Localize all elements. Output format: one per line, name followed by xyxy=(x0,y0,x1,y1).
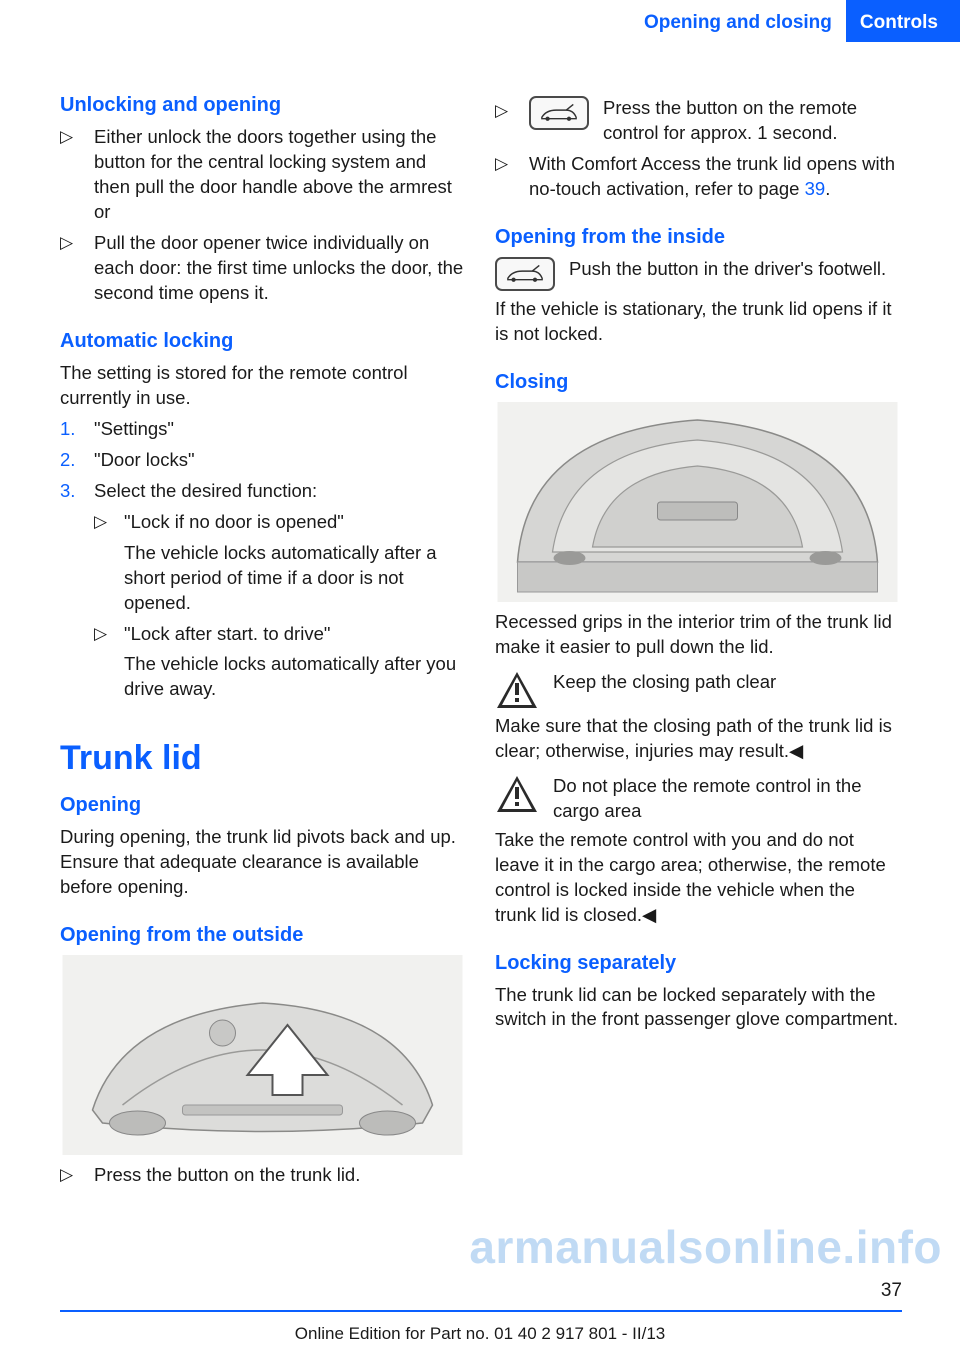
substeps: "Lock if no door is opened" The vehicle … xyxy=(94,510,465,703)
paragraph: During opening, the trunk lid pivots bac… xyxy=(60,825,465,900)
sub-desc: The vehicle locks automatically after yo… xyxy=(124,652,465,702)
left-column: Unlocking and opening Either unlock the … xyxy=(60,92,465,1194)
step-marker: 2. xyxy=(60,448,75,473)
text-before: With Comfort Access the trunk lid opens … xyxy=(529,153,895,199)
list-item: With Comfort Access the trunk lid opens … xyxy=(495,152,900,202)
footer-line: Online Edition for Part no. 01 40 2 917 … xyxy=(0,1323,960,1346)
list-item: 3. Select the desired function: "Lock if… xyxy=(60,479,465,703)
warning-body: Make sure that the closing path of the t… xyxy=(495,714,900,764)
step-label: Select the desired function: xyxy=(94,480,317,501)
warning-title: Keep the closing path clear xyxy=(553,670,900,695)
heading-locking-separately: Locking separately xyxy=(495,950,900,977)
paragraph: Recessed grips in the interior trim of t… xyxy=(495,610,900,660)
warning-icon xyxy=(495,670,539,710)
step-label: "Door locks" xyxy=(94,449,195,470)
unlock-list: Either unlock the doors together using t… xyxy=(60,125,465,306)
right-column: Press the button on the remote control f… xyxy=(495,92,900,1194)
watermark: armanualsonline.info xyxy=(469,1216,942,1278)
comfort-access-list: With Comfort Access the trunk lid opens … xyxy=(495,152,900,202)
auto-steps: 1. "Settings" 2. "Door locks" 3. Select … xyxy=(60,417,465,703)
car-trunk-open-icon xyxy=(529,96,589,130)
heading-unlocking: Unlocking and opening xyxy=(60,92,465,119)
warning-title: Do not place the remote control in the c… xyxy=(553,774,900,824)
warning-body: Take the remote control with you and do … xyxy=(495,828,900,928)
header-section: Controls xyxy=(846,0,960,42)
page-number: 37 xyxy=(881,1278,902,1304)
remote-button-row: Press the button on the remote control f… xyxy=(495,96,900,146)
paragraph: If the vehicle is stationary, the trunk … xyxy=(495,297,900,347)
trunk-interior-figure xyxy=(495,402,900,602)
footer-divider xyxy=(60,1310,902,1312)
footwell-button-row: Push the button in the driver's footwell… xyxy=(495,257,900,291)
warning-block: Do not place the remote control in the c… xyxy=(495,774,900,824)
heading-auto-locking: Automatic locking xyxy=(60,328,465,355)
list-item: Press the button on the trunk lid. xyxy=(60,1163,465,1188)
step-marker: 1. xyxy=(60,417,75,442)
heading-opening-outside: Opening from the outside xyxy=(60,922,465,949)
remote-button-text: Press the button on the remote control f… xyxy=(603,96,900,146)
step-marker: 3. xyxy=(60,479,75,504)
paragraph: The setting is stored for the remote con… xyxy=(60,361,465,411)
step-label: "Settings" xyxy=(94,418,174,439)
warning-icon xyxy=(495,774,539,814)
paragraph: The trunk lid can be locked separately w… xyxy=(495,983,900,1033)
sub-desc: The vehicle locks automatically after a … xyxy=(124,541,465,616)
page-header: Opening and closing Controls xyxy=(0,0,960,42)
list-item: Pull the door opener twice individually … xyxy=(60,231,465,306)
header-chapter: Opening and closing xyxy=(644,0,846,42)
page-link[interactable]: 39 xyxy=(805,178,826,199)
list-item: 1. "Settings" xyxy=(60,417,465,442)
heading-trunk-lid: Trunk lid xyxy=(60,736,465,782)
list-item: "Lock if no door is opened" The vehicle … xyxy=(94,510,465,616)
list-item: Either unlock the doors together using t… xyxy=(60,125,465,225)
list-item: 2. "Door locks" xyxy=(60,448,465,473)
heading-opening: Opening xyxy=(60,792,465,819)
heading-opening-inside: Opening from the inside xyxy=(495,224,900,251)
trunk-exterior-figure xyxy=(60,955,465,1155)
sub-label: "Lock if no door is opened" xyxy=(124,511,344,532)
sub-label: "Lock after start. to drive" xyxy=(124,623,330,644)
footwell-button-text: Push the button in the driver's footwell… xyxy=(569,257,900,282)
list-item: "Lock after start. to drive" The vehicle… xyxy=(94,622,465,703)
car-trunk-open-icon xyxy=(495,257,555,291)
warning-block: Keep the closing path clear xyxy=(495,670,900,710)
heading-closing: Closing xyxy=(495,369,900,396)
outside-list: Press the button on the trunk lid. xyxy=(60,1163,465,1188)
